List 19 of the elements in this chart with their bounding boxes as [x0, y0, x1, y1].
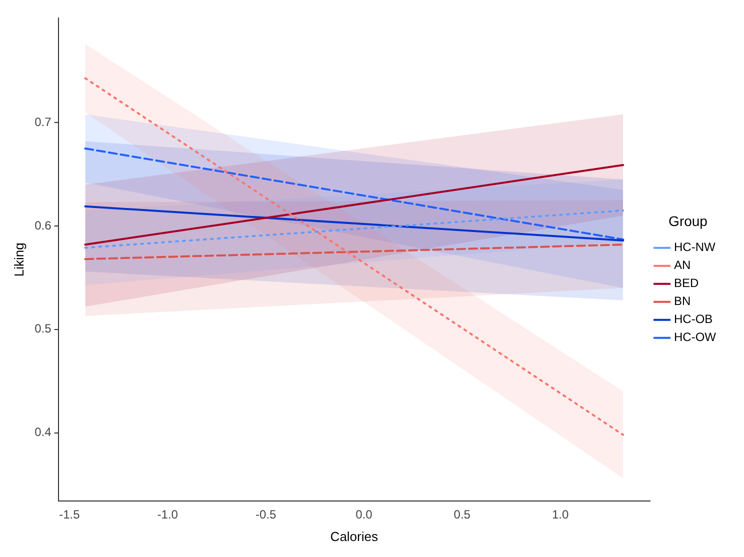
y-axis-title: Liking — [11, 242, 26, 277]
x-axis-title: Calories — [330, 528, 378, 544]
x-tick-label: 1.0 — [552, 508, 569, 522]
y-tick-label: 0.6 — [34, 218, 52, 232]
legend-title: Group — [668, 212, 708, 229]
legend-label: BED — [674, 276, 700, 290]
y-tick-label: 0.4 — [34, 425, 52, 440]
x-tick-label: 0.5 — [454, 508, 471, 522]
legend-label: BN — [674, 294, 691, 308]
legend-label: HC-OW — [674, 330, 717, 344]
legend-label: HC-OB — [674, 312, 713, 326]
x-tick-label: -1.5 — [59, 508, 80, 522]
y-tick-label: 0.7 — [34, 114, 52, 129]
x-tick-label: -1.0 — [157, 508, 178, 522]
y-tick-label: 0.5 — [34, 322, 52, 336]
x-tick-label: -0.5 — [255, 508, 276, 522]
legend-label: HC-NW — [674, 240, 716, 254]
x-tick-label: 0.0 — [356, 508, 373, 522]
legend-label: AN — [674, 258, 691, 272]
